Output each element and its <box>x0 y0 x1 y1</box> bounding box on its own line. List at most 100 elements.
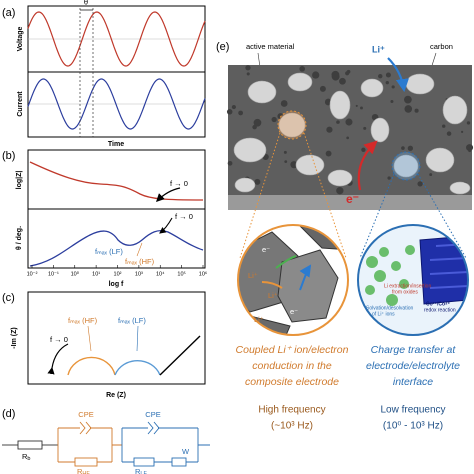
x-tick-label: 10² <box>114 271 122 277</box>
path <box>57 427 122 463</box>
carbon-grain <box>401 146 405 150</box>
note: from oxides <box>392 289 418 295</box>
current-collector <box>228 195 472 210</box>
carbon-grain <box>253 118 262 127</box>
ion-label: Li⁺ <box>268 291 278 300</box>
carbon-grain <box>336 187 344 195</box>
particle <box>278 112 306 138</box>
particle <box>370 117 390 143</box>
particle <box>329 90 351 120</box>
frequency: Low frequency <box>380 405 445 416</box>
path <box>275 255 297 269</box>
leader <box>136 242 143 257</box>
carbon-grain <box>319 85 326 92</box>
carbon-grain <box>280 100 288 107</box>
electron-label: e⁻ <box>290 307 298 316</box>
caption: interface <box>393 376 433 388</box>
circuit <box>2 421 210 467</box>
carbon-grain <box>283 150 287 154</box>
particle <box>449 181 471 195</box>
annotation: f → 0 <box>175 212 193 221</box>
particle <box>393 154 419 178</box>
carbon-grain <box>325 150 332 157</box>
panel-label: (a) <box>2 7 15 19</box>
carbon-grain <box>284 160 288 163</box>
particle <box>234 177 256 193</box>
path <box>147 421 160 435</box>
ion-label: Li⁺ <box>254 315 264 324</box>
arrow <box>156 187 181 202</box>
carbon-grain <box>345 71 350 76</box>
note: of Li⁺ ions <box>372 311 395 317</box>
y-axis-label: log|Z| <box>16 171 23 190</box>
element-label: RLF <box>135 467 147 474</box>
ion-arrow <box>387 57 409 93</box>
particle <box>287 72 313 92</box>
y-axis-label: -Im (Z) <box>11 327 18 348</box>
carbon-grain <box>387 176 391 180</box>
carbon-grain <box>346 136 350 140</box>
carbon-grain <box>363 126 367 130</box>
annotation: fₘₐₓ (HF) <box>125 257 155 266</box>
annotation: f → 0 <box>170 179 188 188</box>
y-axis-label: Voltage <box>17 27 24 52</box>
zoom-circle <box>357 224 469 336</box>
particle <box>233 137 267 163</box>
carbon-grain <box>226 109 233 115</box>
carbon-grain <box>461 130 464 133</box>
annotation: e⁻ <box>346 192 359 206</box>
voltage-curve <box>27 11 206 67</box>
annotation: fₘₐₓ (HF) <box>68 316 98 325</box>
phase-curve <box>29 229 204 267</box>
circle <box>386 294 398 306</box>
carbon-grain <box>385 81 389 85</box>
x-tick-label: 10⁵ <box>177 270 185 277</box>
annotation: fₘₐₓ (LF) <box>95 247 123 256</box>
carbon-grain <box>361 147 366 152</box>
particle <box>247 80 277 104</box>
carbon-grain <box>312 71 320 79</box>
current-curve <box>27 78 206 130</box>
circle <box>399 279 409 289</box>
electron-label: e⁻ <box>262 245 270 254</box>
arrow <box>159 217 173 234</box>
carbon-grain <box>429 173 433 177</box>
note: Co³⁺/Co⁴⁺ <box>426 301 450 307</box>
carbon-grain <box>385 72 391 78</box>
ion-label: Li⁺ <box>248 271 258 280</box>
carbon-grain <box>446 131 452 136</box>
carbon-grain <box>345 118 353 126</box>
carbon-grain <box>339 77 346 85</box>
carbon-grain <box>355 104 358 108</box>
element-label: W <box>182 447 190 456</box>
x-tick-label: 10⁶ <box>199 270 207 277</box>
carbon-grain <box>390 99 394 104</box>
zoom-line <box>239 132 281 259</box>
g <box>365 245 415 306</box>
note: Li extraction/insertion <box>384 283 431 289</box>
circle <box>374 270 386 282</box>
x-axis-label: Time <box>108 141 124 148</box>
zoom-circle <box>237 224 349 336</box>
x-tick-label: 10⁰ <box>71 270 80 277</box>
caption: Charge transfer at <box>371 344 457 356</box>
caption: composite electrode <box>245 376 339 388</box>
carbon-grain <box>299 66 305 72</box>
theta-label: θ <box>84 0 88 6</box>
zoom-spot <box>391 151 421 181</box>
lf-arc <box>114 360 161 376</box>
x-tick-label: 10⁻¹ <box>48 271 59 277</box>
carbon-grain <box>378 74 383 79</box>
symbol: R <box>22 452 28 461</box>
rect <box>17 440 43 450</box>
panel-label: (c) <box>2 292 15 304</box>
circle <box>391 261 401 271</box>
subscript: b <box>27 456 30 462</box>
carbon-grain <box>227 160 233 166</box>
annotation: fₘₐₓ (LF) <box>118 316 146 325</box>
carbon-grain <box>245 65 251 71</box>
electron-arrow <box>357 140 378 191</box>
x-axis-label: log f <box>109 281 124 288</box>
carbon-grain <box>466 121 471 125</box>
carbon-grain <box>331 70 340 79</box>
